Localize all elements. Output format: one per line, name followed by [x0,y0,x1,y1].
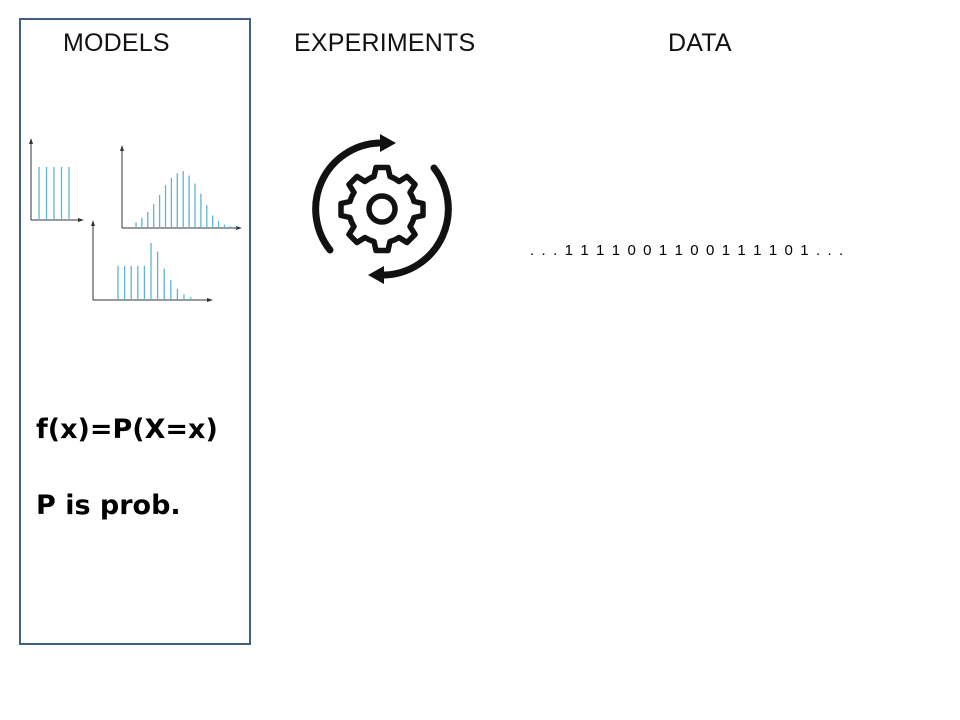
binary-data-stream: . . . 1 1 1 1 0 0 1 1 0 0 1 1 1 1 0 1 . … [530,242,845,259]
x-axis-arrow [207,298,213,302]
experiments-heading: EXPERIMENTS [294,29,476,57]
mixed-distribution-plot [91,220,213,302]
y-axis-arrow [29,138,33,144]
probability-note: P is prob. [36,490,181,521]
models-heading: MODELS [63,29,170,57]
y-axis-arrow [120,145,124,151]
gear-with-cycle-arrows-icon [312,134,452,284]
models-panel [19,18,251,645]
x-axis-arrow [78,218,84,222]
pmf-formula: f(x)=P(X=x) [36,414,218,445]
data-heading: DATA [668,29,732,57]
uniform-distribution-plot [29,138,84,222]
x-axis-arrow [236,226,242,230]
binomial-distribution-plot [120,145,242,230]
y-axis-arrow [91,220,95,226]
